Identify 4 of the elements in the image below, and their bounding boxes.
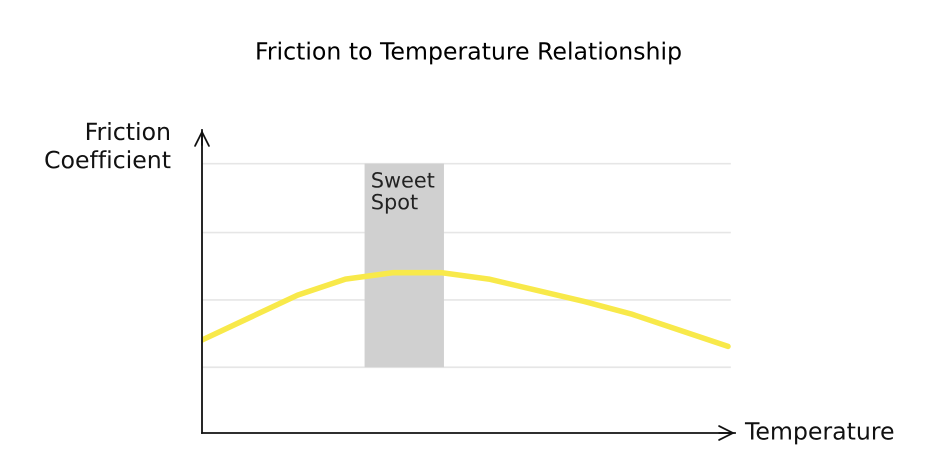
text: Sweet Spot — [372, 172, 434, 214]
chart-title: Friction to Temperature Relationship — [257, 42, 681, 64]
x-axis-title: Temperature — [744, 422, 894, 444]
y-axis-title: Friction Coefficient — [45, 122, 170, 169]
